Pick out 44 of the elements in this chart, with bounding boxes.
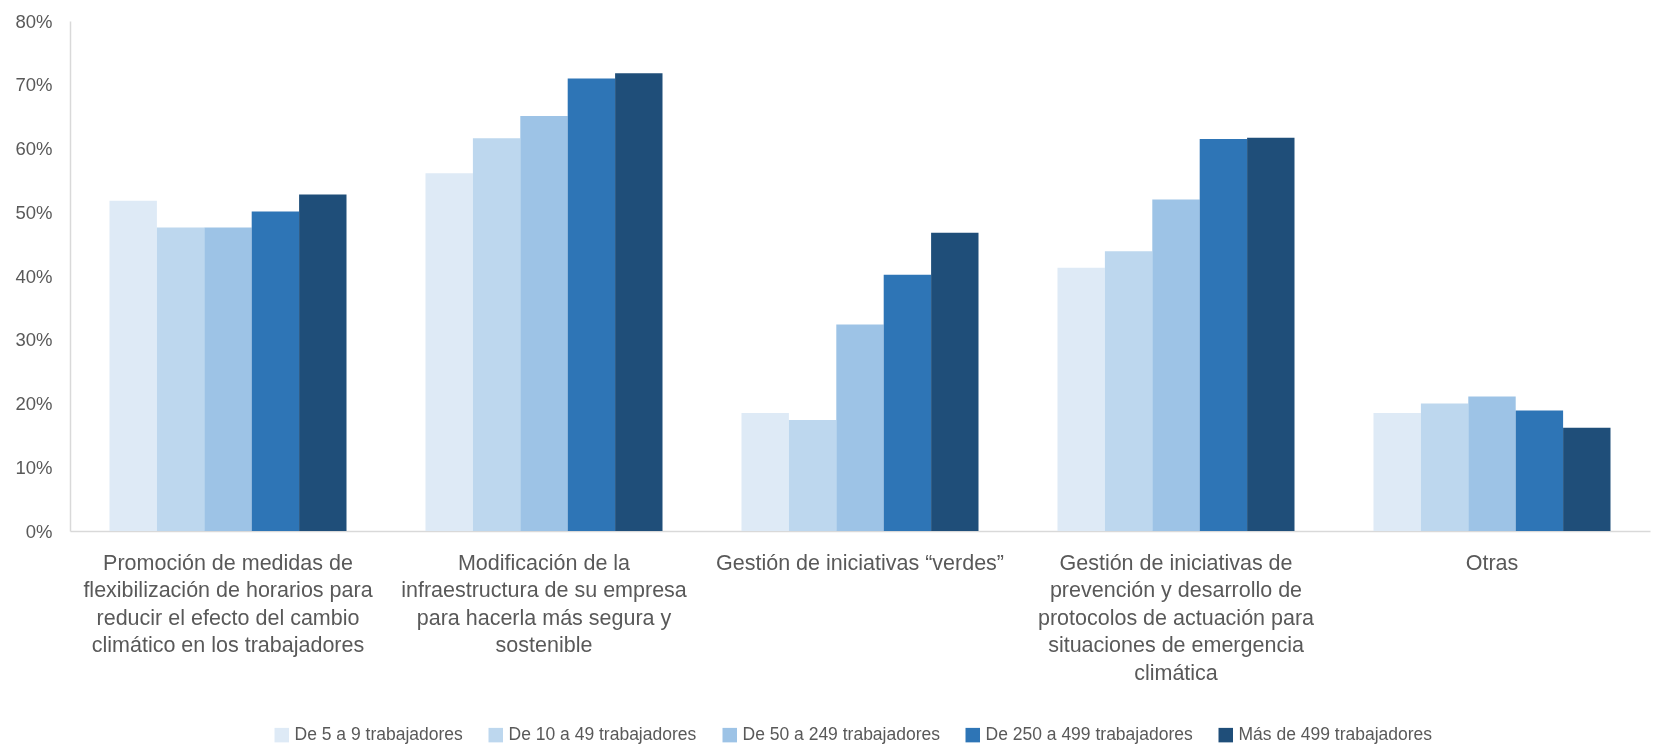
bar xyxy=(1104,251,1153,531)
bar xyxy=(1057,267,1105,531)
y-tick-label: 30% xyxy=(15,329,53,351)
y-tick-label: 50% xyxy=(15,201,53,223)
bar xyxy=(741,413,789,531)
x-tick-label: Otras xyxy=(1465,550,1519,575)
bar xyxy=(251,211,300,531)
bar xyxy=(472,138,521,531)
bar xyxy=(425,173,473,531)
y-tick-label: 80% xyxy=(15,10,53,32)
bar xyxy=(1468,396,1516,531)
bar xyxy=(109,200,157,531)
x-tick-label: Gestión de iniciativas de prevención y desarrollo de protocolos de actuación para situaciones de emergencia climática xyxy=(1037,550,1315,685)
y-tick-label: 0% xyxy=(25,520,53,542)
bar xyxy=(883,274,932,531)
bar xyxy=(1373,413,1421,531)
legend-label: De 250 a 499 trabajadores xyxy=(985,724,1193,745)
y-tick-label: 70% xyxy=(15,74,53,96)
bar xyxy=(1152,199,1200,531)
bar xyxy=(1247,137,1295,531)
y-tick-label: 40% xyxy=(15,265,53,287)
bar xyxy=(1515,410,1564,531)
bar xyxy=(520,115,568,531)
legend-label: Más de 499 trabajadores xyxy=(1238,724,1433,745)
x-tick-label: Gestión de iniciativas “verdes” xyxy=(716,550,1004,575)
bar xyxy=(1199,138,1248,531)
bar xyxy=(931,232,979,531)
legend-label: De 50 a 249 trabajadores xyxy=(742,724,941,745)
bar xyxy=(615,73,663,531)
bar xyxy=(204,227,252,531)
bar xyxy=(788,420,837,531)
bar xyxy=(567,78,616,531)
y-tick-label: 20% xyxy=(15,393,53,414)
legend-label: De 5 a 9 trabajadores xyxy=(294,724,464,745)
bar xyxy=(156,227,205,531)
bar xyxy=(836,324,884,531)
bar xyxy=(299,194,347,531)
y-tick-label: 10% xyxy=(15,456,53,478)
x-tick-label: Promoción de medidas de flexibilización de horarios para reducir el efecto del cambio climático en los trabajadores xyxy=(83,550,373,657)
legend-label: De 10 a 49 trabajadores xyxy=(508,724,697,745)
bar xyxy=(1563,427,1611,531)
x-tick-label: Modificación de la infraestructura de su empresa para hacerla más segura y sostenible xyxy=(401,550,687,657)
y-tick-label: 60% xyxy=(15,138,53,159)
bar xyxy=(1420,403,1469,531)
